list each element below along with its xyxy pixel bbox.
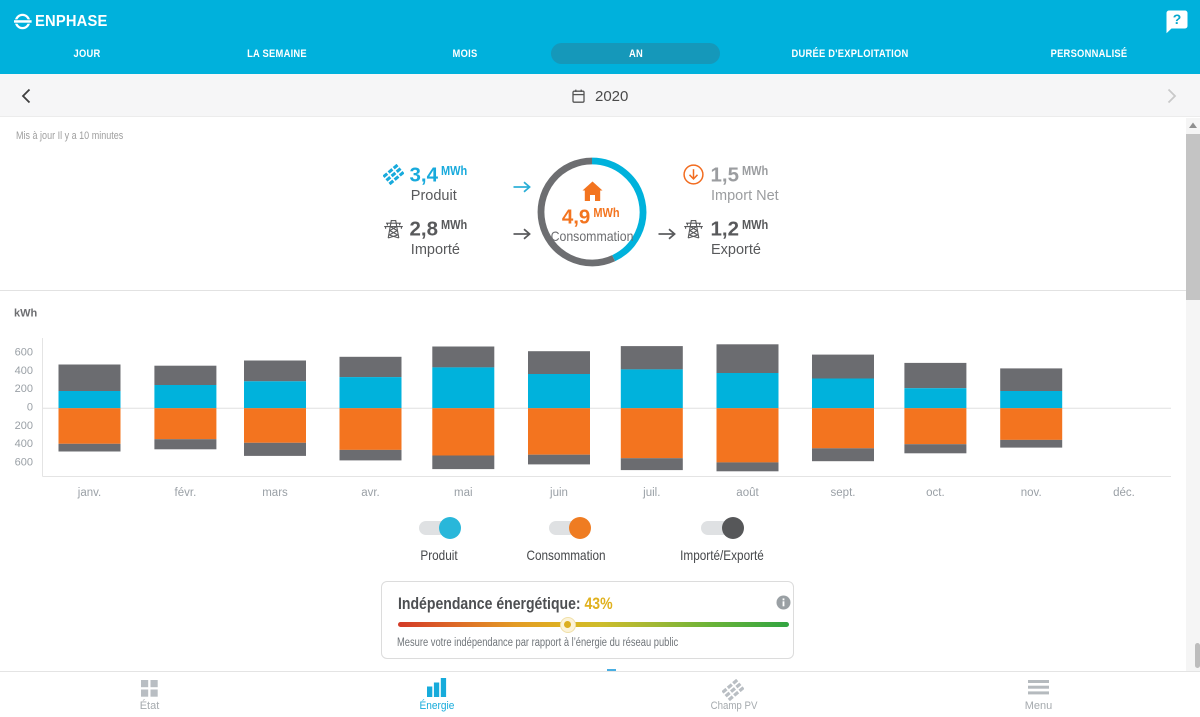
svg-text:mai: mai (454, 487, 473, 499)
svg-text:600: 600 (15, 347, 33, 359)
svg-text:déc.: déc. (1113, 487, 1135, 499)
svg-text:200: 200 (15, 420, 33, 432)
svg-text:juil.: juil. (642, 487, 660, 499)
svg-text:600: 600 (15, 457, 33, 469)
svg-text:janv.: janv. (77, 487, 101, 499)
svg-text:400: 400 (15, 365, 33, 377)
svg-text:kWh: kWh (14, 308, 38, 320)
svg-text:sept.: sept. (831, 487, 856, 499)
svg-text:0: 0 (27, 402, 33, 414)
svg-text:juin: juin (549, 487, 568, 499)
svg-text:oct.: oct. (926, 487, 945, 499)
svg-text:200: 200 (15, 383, 33, 395)
svg-text:févr.: févr. (175, 487, 197, 499)
svg-text:août: août (736, 487, 759, 499)
svg-text:mars: mars (262, 487, 288, 499)
svg-text:400: 400 (15, 438, 33, 450)
svg-text:nov.: nov. (1021, 487, 1042, 499)
svg-text:?: ? (1172, 11, 1181, 27)
svg-text:avr.: avr. (361, 487, 380, 499)
